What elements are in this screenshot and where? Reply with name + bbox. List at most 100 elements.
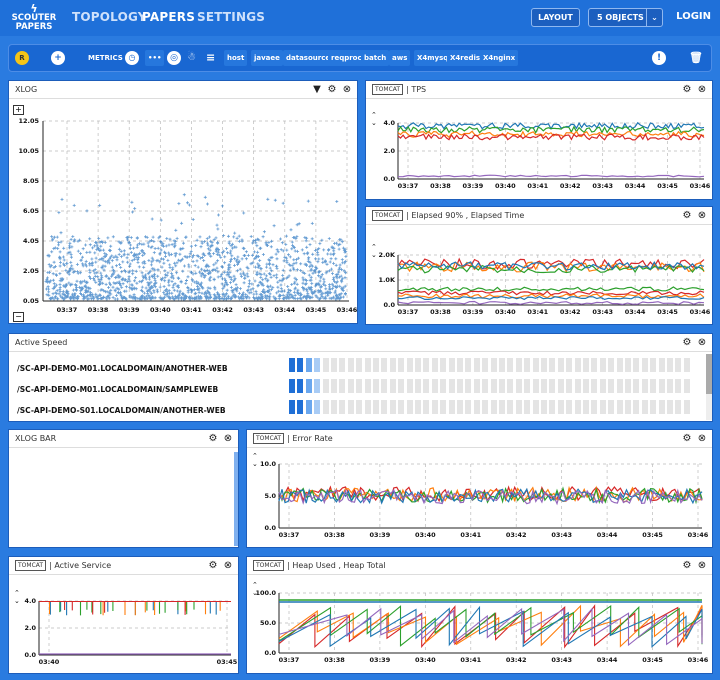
- error-rate-chart[interactable]: 10.0 5.0 0.003:37 03:38 03:39 03:40 03:41 03:42…: [247, 430, 712, 547]
- speed-cell: [364, 379, 371, 393]
- xlog-chart[interactable]: 12.05 10.05 8.05 6.05 4.05 2.05 0.05 03:37 03:38…: [9, 81, 357, 323]
- gear-icon[interactable]: ⚙: [208, 560, 218, 571]
- realtime-icon[interactable]: R: [15, 51, 29, 65]
- toolbar-x4redis[interactable]: X4redis: [447, 50, 484, 66]
- zoom-out-icon[interactable]: −: [13, 312, 24, 322]
- speed-cell: [557, 379, 564, 393]
- speed-cell: [331, 379, 337, 393]
- gear-icon[interactable]: ⚙: [682, 560, 692, 571]
- trash-icon[interactable]: 🗑: [689, 51, 703, 64]
- series-line: [278, 487, 703, 505]
- y-tick-label: 0.0: [264, 524, 276, 532]
- gear-icon[interactable]: ⚙: [682, 84, 692, 95]
- speed-cell: [465, 379, 472, 393]
- toolbar-x4mysql[interactable]: X4mysql: [414, 50, 454, 66]
- alert-icon[interactable]: !: [652, 51, 666, 65]
- speed-cell: [423, 379, 430, 393]
- metrics-button[interactable]: METRICS: [88, 54, 123, 62]
- add-icon[interactable]: +: [51, 51, 65, 65]
- speed-cell: [289, 400, 295, 414]
- xlog-title: XLOG: [15, 85, 38, 94]
- speed-cell: [574, 358, 581, 372]
- close-icon[interactable]: ⊗: [697, 560, 707, 571]
- speed-cell: [683, 379, 690, 393]
- nav-papers[interactable]: PAPERS: [142, 10, 196, 24]
- x-tick-label: 03:42: [560, 308, 581, 316]
- toolbar-aws[interactable]: aws: [389, 50, 411, 66]
- speed-cell: [289, 379, 295, 393]
- active-service-chart[interactable]: 4.0 2.0 0.003:40 03:45 ⌃⌄: [9, 557, 238, 673]
- toolbar-x4nginx[interactable]: X4nginx: [480, 50, 519, 66]
- target-icon[interactable]: ◎: [167, 51, 181, 65]
- elapsed-chart[interactable]: 2.0K 1.0K 0.003:37 03:38 03:39 03:40 03:41 03:4…: [366, 207, 712, 324]
- speed-cell: [339, 400, 346, 414]
- tomcat-tag: TOMCAT: [253, 560, 285, 571]
- elapsed-title: Elapsed 90% , Elapsed Time: [411, 211, 525, 220]
- error-rate-title: Error Rate: [292, 434, 333, 443]
- nav-settings[interactable]: SETTINGS: [197, 10, 266, 24]
- speed-cell: [490, 379, 497, 393]
- toolbar-batch[interactable]: batch: [361, 50, 390, 66]
- speed-cell: [431, 358, 438, 372]
- zoom-in-icon[interactable]: +: [13, 105, 24, 115]
- close-icon[interactable]: ⊗: [697, 337, 707, 348]
- objects-button[interactable]: 5 OBJECTS ⌄: [588, 8, 663, 27]
- close-icon[interactable]: ⊗: [342, 84, 352, 95]
- y-tick-label: 0.0: [24, 651, 36, 659]
- tomcat-tag: TOMCAT: [372, 210, 404, 221]
- close-icon[interactable]: ⊗: [223, 560, 233, 571]
- menu-icon[interactable]: ≡: [206, 51, 216, 64]
- scouter-logo[interactable]: ϟ SCOUTER PAPERS: [10, 3, 58, 33]
- speed-cell: [305, 400, 312, 414]
- gear-icon[interactable]: ⚙: [682, 433, 692, 444]
- tps-chart[interactable]: 4.0 2.0 0.003:37 03:38 03:39 03:40 03:41 03:42 0…: [366, 81, 712, 199]
- toolbar-host[interactable]: host: [224, 50, 248, 66]
- toolbar-reqproc[interactable]: reqproc: [328, 50, 365, 66]
- y-tick-label: 0.0: [264, 649, 276, 657]
- gear-icon[interactable]: ⚙: [327, 84, 337, 95]
- speed-cell: [356, 379, 363, 393]
- speed-cell: [431, 400, 438, 414]
- gear-icon[interactable]: ⚙: [208, 433, 218, 444]
- series-line: [278, 485, 703, 504]
- active-speed-panel: Active Speed ⚙ ⊗ /SC-API-DEMO-M01.LOCALD…: [8, 333, 713, 422]
- series-line: [278, 605, 703, 648]
- speed-cell: [616, 358, 623, 372]
- gear-icon[interactable]: ⚙: [682, 337, 692, 348]
- gear-icon[interactable]: ⚙: [682, 210, 692, 221]
- xlog-panel: XLOG ▼ ⚙ ⊗ + − 12.05 10.05 8.05 6.05 4.05 2.0…: [8, 80, 358, 324]
- close-icon[interactable]: ⊗: [697, 433, 707, 444]
- speed-cell: [440, 358, 447, 372]
- xlog-points: [44, 193, 348, 301]
- scrollbar[interactable]: [706, 354, 712, 420]
- heap-chart[interactable]: 100.0 50.0 0.003:37 03:38 03:39 03:40 03:41 03:…: [247, 557, 712, 673]
- speed-cell: [583, 400, 589, 414]
- filter-icon[interactable]: ▼: [313, 84, 321, 95]
- x-tick-label: 03:44: [625, 308, 646, 316]
- close-icon[interactable]: ⊗: [697, 84, 707, 95]
- speed-cell: [381, 400, 388, 414]
- speed-cell: [331, 358, 337, 372]
- elapsed-panel: TOMCAT | Elapsed 90% , Elapsed Time ⚙ ⊗ 2…: [365, 206, 713, 325]
- x-tick-label: 03:45: [642, 531, 663, 539]
- speed-cell: [675, 358, 682, 372]
- chevron-down-icon[interactable]: ⌄: [646, 9, 662, 26]
- login-link[interactable]: LOGIN: [676, 11, 711, 22]
- toolbar-javaee[interactable]: javaee: [251, 50, 283, 66]
- x-tick-label: 03:43: [592, 308, 613, 316]
- nav-topology[interactable]: TOPOLOGY: [72, 10, 147, 24]
- clock-icon[interactable]: ◷: [125, 51, 139, 65]
- close-icon[interactable]: ⊗: [697, 210, 707, 221]
- close-icon[interactable]: ⊗: [223, 433, 233, 444]
- layout-button[interactable]: LAYOUT: [531, 8, 580, 27]
- x-tick-label: 03:45: [217, 658, 238, 666]
- x-tick-label: 03:43: [592, 182, 613, 190]
- speed-cell: [549, 358, 556, 372]
- y-tick-label: 4.0: [24, 597, 36, 605]
- user-icon[interactable]: ☃: [187, 52, 196, 63]
- ellipsis-button[interactable]: •••: [145, 50, 165, 66]
- toolbar-datasource[interactable]: datasource: [283, 50, 334, 66]
- scrollbar[interactable]: [234, 452, 238, 546]
- y-tick-label: 12.05: [18, 117, 39, 125]
- active-speed-title: Active Speed: [15, 338, 68, 347]
